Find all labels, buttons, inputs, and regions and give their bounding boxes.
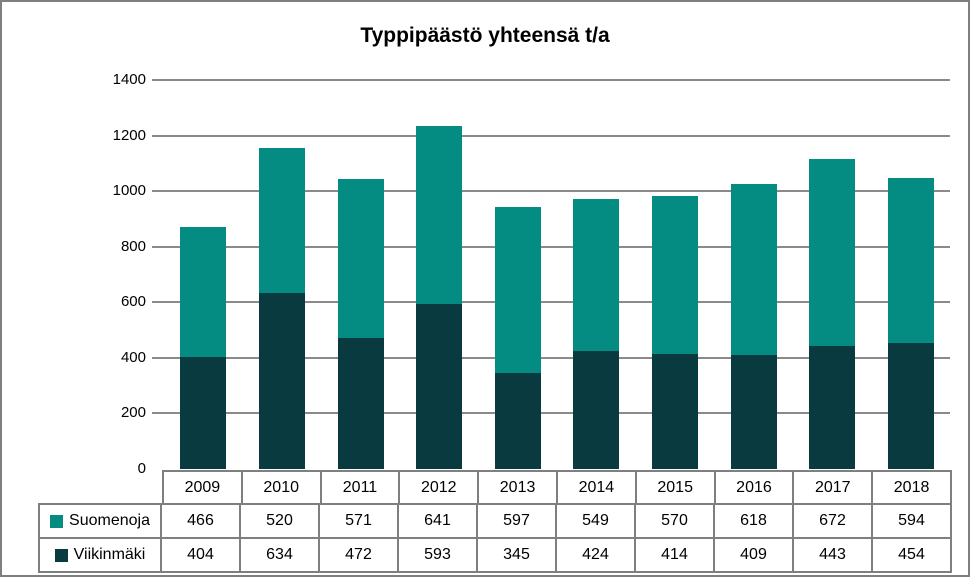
value-cell-viikinmäki: 454 [898, 546, 925, 563]
bar-segment-viikinmäki-2016 [730, 355, 777, 469]
y-axis-tick-label: 0 [137, 460, 146, 477]
bar-segment-suomenoja-2018 [887, 177, 934, 343]
year-header-cell: 2017 [794, 472, 874, 503]
gridline [152, 301, 950, 304]
value-cell-suomenoja: 672 [794, 505, 873, 537]
bar-segment-viikinmäki-2017 [809, 345, 856, 469]
gridline [152, 356, 950, 359]
value-cell-suomenoja: 597 [478, 505, 557, 537]
bar-segment-viikinmäki-2014 [573, 351, 620, 469]
bar-segment-suomenoja-2014 [573, 198, 620, 352]
value-cell-viikinmäki: 472 [320, 539, 399, 571]
value-cell-viikinmäki: 593 [399, 539, 478, 571]
chart-title: Typpipäästö yhteensä t/a [360, 24, 610, 47]
year-header-cell: 2012 [400, 472, 480, 503]
table-row-years: 2009 2010 2011 2012 2013 2014 2015 2016 2017 2018 [162, 470, 952, 505]
y-axis-tick-label: 800 [120, 237, 146, 255]
gridline [152, 245, 950, 248]
value-cell-viikinmäki: 345 [478, 539, 557, 571]
bar-segment-viikinmäki-2010 [258, 292, 305, 469]
legend-swatch-icon [50, 514, 64, 528]
bar-segment-viikinmäki-2015 [651, 353, 698, 469]
value-cell-suomenoja: 641 [399, 505, 478, 537]
bar-segment-viikinmäki-2009 [180, 356, 227, 469]
value-cell-suomenoja: 549 [557, 505, 636, 537]
gridline [152, 190, 950, 193]
bar-segment-viikinmäki-2012 [416, 304, 463, 469]
value-cell-viikinmäki: 404 [162, 539, 241, 571]
year-header-cell: 2014 [558, 472, 637, 503]
y-axis-tick-label: 1000 [112, 182, 146, 200]
y-axis-tick-label: 600 [120, 293, 146, 311]
series-name-label: Suomenoja [69, 512, 150, 529]
gridline [152, 412, 950, 415]
bar-segment-suomenoja-2016 [730, 183, 777, 356]
bar-segment-suomenoja-2013 [494, 207, 541, 374]
bar-segment-suomenoja-2012 [416, 126, 463, 305]
value-cell-viikinmäki: 414 [636, 539, 715, 571]
value-cell-suomenoja: 594 [898, 512, 925, 529]
table-row-viikinmäki: Viikinmäki 404 634 472 593 345 424 414 409 443 454 [38, 537, 952, 573]
table-row-suomenoja: Suomenoja 466 520 571 641 597 549 570 618 672 594 [38, 503, 952, 539]
year-header-cell: 2010 [243, 472, 322, 503]
year-header-cell: 2013 [479, 472, 558, 503]
year-header-cell: 2018 [893, 478, 930, 496]
value-cell-suomenoja: 618 [715, 505, 794, 537]
bar-segment-viikinmäki-2013 [494, 373, 541, 469]
bar-segment-suomenoja-2010 [258, 148, 305, 293]
value-cell-suomenoja: 571 [320, 505, 399, 537]
bar-segment-viikinmäki-2018 [887, 342, 934, 469]
value-cell-suomenoja: 570 [636, 505, 715, 537]
legend-cell-suomenoja: Suomenoja [40, 505, 162, 537]
bar-segment-suomenoja-2009 [180, 227, 227, 357]
year-header-cell: 2009 [164, 472, 243, 503]
y-axis-tick-label: 1200 [112, 126, 146, 144]
bar-segment-suomenoja-2015 [651, 195, 698, 354]
legend-swatch-icon [54, 548, 68, 562]
value-cell-viikinmäki: 409 [715, 539, 794, 571]
gridline [152, 79, 950, 81]
year-header-cell: 2016 [716, 472, 795, 503]
bar-segment-suomenoja-2011 [337, 179, 384, 338]
y-axis-tick-label: 200 [120, 404, 146, 422]
gridline [152, 134, 950, 137]
value-cell-suomenoja: 466 [162, 505, 241, 537]
year-header-cell: 2011 [322, 472, 401, 503]
bar-segment-suomenoja-2017 [809, 159, 856, 346]
y-axis-tick-label: 1400 [112, 71, 146, 88]
year-header-cell: 2015 [637, 472, 716, 503]
series-name-label: Viikinmäki [73, 546, 146, 563]
y-axis-tick-label: 400 [120, 348, 146, 366]
bar-segment-viikinmäki-2011 [337, 337, 384, 469]
value-cell-viikinmäki: 443 [794, 539, 873, 571]
value-cell-suomenoja: 520 [241, 505, 320, 537]
value-cell-viikinmäki: 634 [241, 539, 320, 571]
legend-cell-viikinmäki: Viikinmäki [40, 539, 162, 571]
value-cell-viikinmäki: 424 [557, 539, 636, 571]
